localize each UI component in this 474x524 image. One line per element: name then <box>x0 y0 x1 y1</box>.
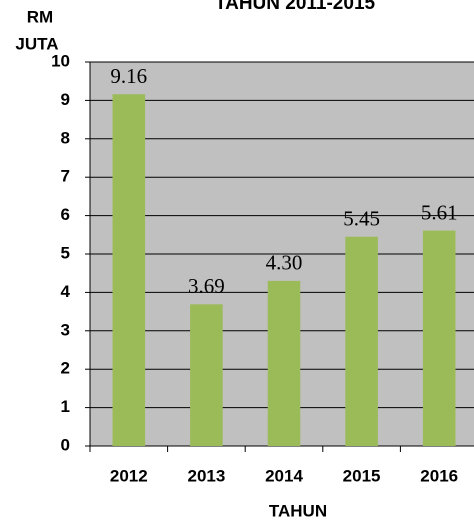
x-axis-label: TAHUN <box>269 501 327 520</box>
y-tick-label: 5 <box>61 243 70 262</box>
bar <box>190 304 223 446</box>
bar <box>345 236 378 446</box>
y-axis-label: JUTA <box>15 34 58 53</box>
value-label: 5.45 <box>343 207 380 231</box>
value-label: 4.30 <box>266 251 303 275</box>
bar <box>422 230 456 446</box>
chart-title: TAHUN 2011-2015 <box>215 0 376 14</box>
y-tick-label: 0 <box>61 435 70 454</box>
x-tick-label: 2012 <box>110 466 148 485</box>
y-tick-label: 1 <box>61 397 70 416</box>
y-tick-label: 10 <box>51 51 70 70</box>
y-tick-label: 6 <box>61 205 70 224</box>
y-tick-label: 3 <box>61 320 70 339</box>
y-tick-label: 4 <box>61 282 71 301</box>
value-label: 9.16 <box>110 64 147 88</box>
y-axis-label: RM <box>27 7 53 26</box>
y-tick-label: 8 <box>61 128 70 147</box>
x-tick-label: 2015 <box>343 466 381 485</box>
y-tick-label: 7 <box>61 167 70 186</box>
value-label: 5.61 <box>421 200 458 224</box>
x-tick-label: 2013 <box>187 466 225 485</box>
y-tick-label: 2 <box>61 359 70 378</box>
x-tick-label: 2016 <box>420 466 458 485</box>
y-tick-label: 9 <box>61 90 70 109</box>
bar <box>267 280 301 446</box>
bar <box>112 94 146 447</box>
value-label: 3.69 <box>188 274 225 298</box>
x-tick-label: 2014 <box>265 466 303 485</box>
